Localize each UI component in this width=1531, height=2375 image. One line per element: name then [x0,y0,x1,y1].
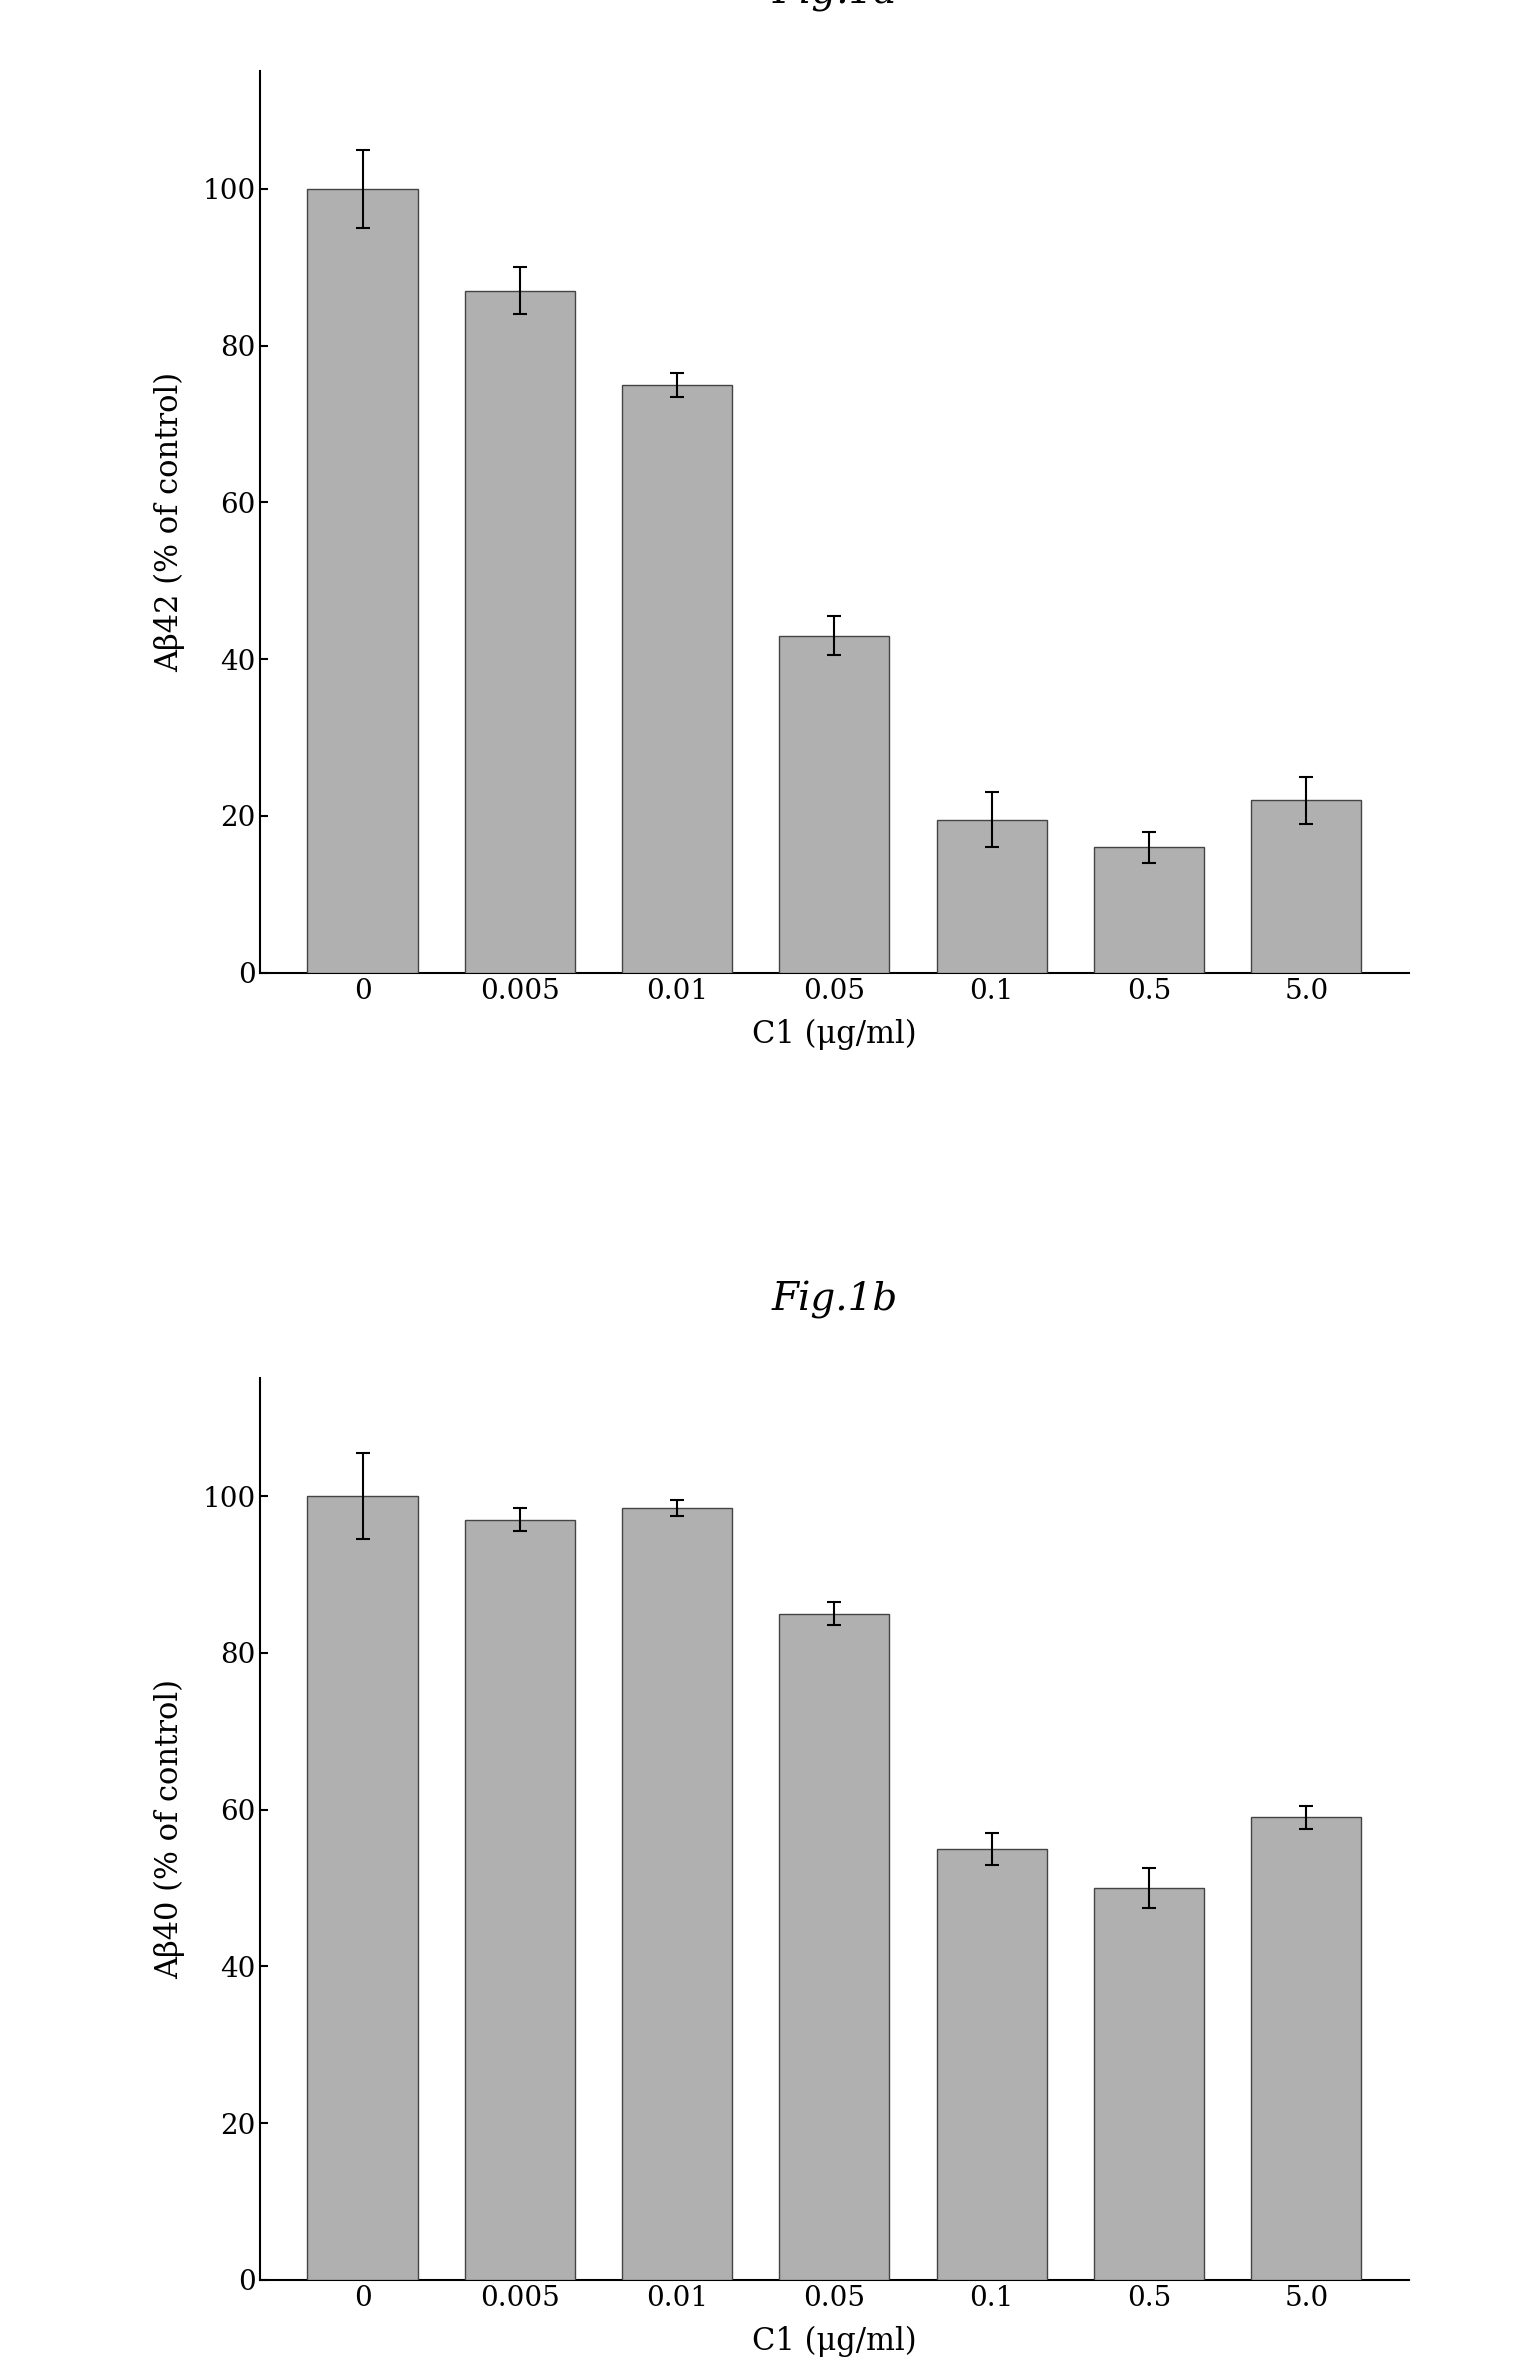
Bar [465,290,574,974]
Bar [308,1496,418,2280]
Bar [779,1613,890,2280]
Bar [622,385,732,974]
Bar [779,636,890,974]
Bar [308,190,418,974]
Bar [1095,1888,1203,2280]
Bar [622,1508,732,2280]
Bar [937,819,1047,974]
Bar [1095,848,1203,974]
Bar [465,1520,574,2280]
Bar [937,1848,1047,2280]
X-axis label: C1 (μg/ml): C1 (μg/ml) [752,2325,917,2356]
Text: Fig.1a: Fig.1a [772,0,897,12]
Bar [1251,1817,1361,2280]
Y-axis label: Aβ40 (% of control): Aβ40 (% of control) [155,1679,185,1978]
Bar [1251,800,1361,974]
Text: Fig.1b: Fig.1b [772,1280,897,1318]
Y-axis label: Aβ42 (% of control): Aβ42 (% of control) [155,373,185,672]
X-axis label: C1 (μg/ml): C1 (μg/ml) [752,1019,917,1050]
